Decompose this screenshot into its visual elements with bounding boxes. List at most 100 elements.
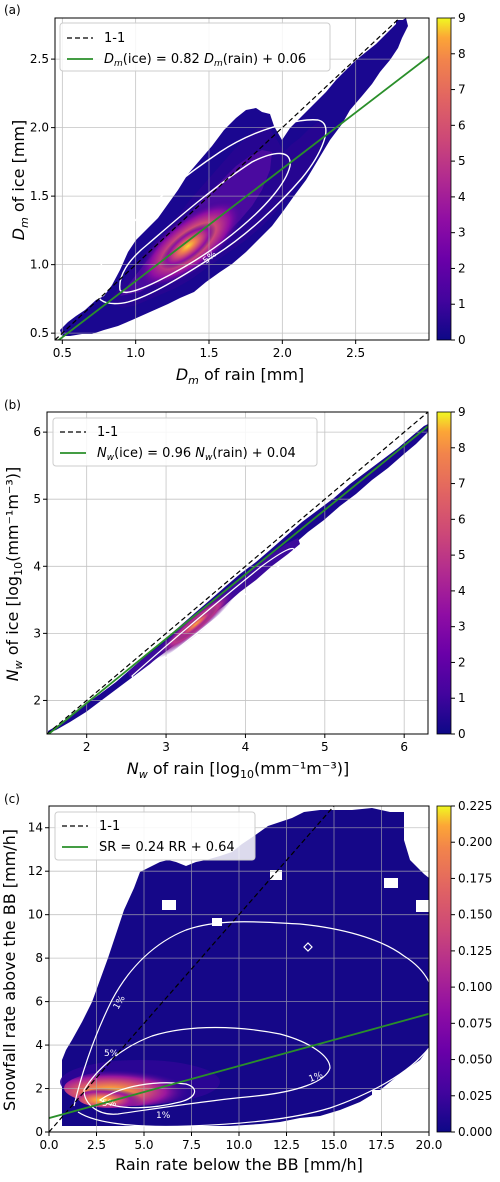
colorbar-tick-label: 8 [458, 47, 466, 61]
colorbar-tick-label: 0.075 [458, 1016, 492, 1030]
panel-c-contours [73, 921, 429, 1128]
colorbar-tick-label: 0 [458, 727, 466, 741]
panel-b-one-to-one-line [47, 412, 428, 734]
legend-c-item-1: 1-1 [99, 819, 120, 834]
panel-b-contours [131, 547, 295, 679]
colorbar-tick-label: 4 [458, 584, 466, 598]
panel-b-legend: 1-1 Nw(ice) = 0.96 Nw(rain) + 0.04 [52, 417, 318, 467]
colorbar-tick-label: 8 [458, 441, 466, 455]
colorbar-tick-label: 9 [458, 405, 466, 419]
panel-a-heatmap [60, 18, 408, 336]
panel-a-lines [55, 18, 429, 340]
x-tick-label: 5.0 [134, 1138, 153, 1152]
panel-b-xlabel: Nw of rain [log10(mm⁻¹m⁻³)] [127, 759, 349, 781]
panel-b-grid [47, 412, 428, 734]
colorbar-tick-label: 1 [458, 297, 466, 311]
x-tick-label: 2.5 [87, 1138, 106, 1152]
colorbar-tick-label: 0.125 [458, 944, 492, 958]
colorbar-tick-label: 0.000 [458, 1125, 492, 1139]
y-tick-label: 3 [33, 626, 41, 640]
colorbar-tick-label: 9 [458, 11, 466, 25]
x-tick-label: 17.5 [368, 1138, 395, 1152]
y-tick-label: 2 [33, 693, 41, 707]
y-tick-label: 6 [35, 995, 43, 1009]
y-tick-label: 12 [28, 864, 43, 878]
x-tick-label: 2.0 [273, 346, 292, 360]
legend-b-item-1: 1-1 [97, 425, 118, 440]
colorbar-tick-label: 2 [458, 261, 466, 275]
panel-a-ticks: 0.5 1.0 1.5 2.0 2.5 0.5 1.0 1.5 2.0 2.5 [30, 52, 365, 360]
panel-c-xlabel: Rain rate below the BB [mm/h] [115, 1155, 363, 1174]
colorbar-tick-label: 5 [458, 548, 466, 562]
colorbar-tick-label: 3 [458, 620, 466, 634]
y-tick-label: 4 [33, 559, 41, 573]
x-tick-label: 7.5 [182, 1138, 201, 1152]
y-tick-label: 14 [28, 821, 43, 835]
panel-b-heatmap [48, 424, 428, 733]
legend-a-item-1: 1-1 [104, 31, 125, 46]
panel-c-ticks: 0.0 2.5 5.0 7.5 10.0 12.5 15.0 17.5 20.0 0 2 4 6 8 10 1… [28, 821, 443, 1152]
colorbar-tick-label: 7 [458, 477, 466, 491]
panel-b-label: (b) [4, 398, 21, 412]
panel-b-ticks: 2 3 4 5 6 2 3 4 5 6 [33, 425, 408, 754]
colorbar-tick-label: 0.150 [458, 908, 492, 922]
colorbar-tick-label: 0.100 [458, 980, 492, 994]
x-tick-label: 2 [83, 740, 91, 754]
colorbar-tick-label: 3 [458, 226, 466, 240]
panel-c-lines [49, 806, 429, 1132]
panel-a-legend: 1-1 Dm(ice) = 0.82 Dm(rain) + 0.06 [59, 22, 331, 72]
y-tick-label: 0.5 [30, 326, 49, 340]
y-tick-label: 1.5 [30, 189, 49, 203]
panel-c-colorbar: 0.000 0.025 0.050 0.075 0.100 0.125 0.150 0.175… [436, 799, 492, 1139]
legend-a-item-2: Dm(ice) = 0.82 Dm(rain) + 0.06 [104, 52, 306, 69]
panel-b-ylabel: Nw of ice [log10(mm⁻¹m⁻³)] [3, 467, 25, 682]
panel-a-fit-line [57, 55, 429, 340]
panel-a-axes [54, 17, 430, 341]
x-tick-label: 12.5 [273, 1138, 300, 1152]
colorbar-tick-label: 1 [458, 691, 466, 705]
x-tick-label: 20.0 [416, 1138, 443, 1152]
panel-c-one-to-one-line [49, 806, 335, 1132]
panel-a-contours [95, 119, 327, 305]
panel-a-colorbar: 0 1 2 3 4 5 6 7 8 9 [436, 11, 466, 347]
x-tick-label: 4 [242, 740, 250, 754]
panel-c-legend: 1-1 SR = 0.24 RR + 0.64 [54, 811, 256, 861]
x-tick-label: 6 [400, 740, 408, 754]
x-tick-label: 10.0 [226, 1138, 253, 1152]
y-tick-label: 6 [33, 425, 41, 439]
x-tick-label: 3 [162, 740, 170, 754]
colorbar-tick-label: 0.200 [458, 835, 492, 849]
contour-label-c-1b: 1% [308, 1070, 325, 1084]
panel-b: (b) 2 3 4 5 6 2 3 4 5 6 1-1 Nw(ice) = 0.96 Nw(rai… [3, 398, 466, 781]
colorbar-tick-label: 5 [458, 154, 466, 168]
y-tick-label: 8 [35, 951, 43, 965]
colorbar-tick-label: 0.025 [458, 1089, 492, 1103]
panel-b-fit-line [47, 425, 428, 734]
x-tick-label: 15.0 [321, 1138, 348, 1152]
colorbar-tick-label: 6 [458, 118, 466, 132]
panel-b-lines [47, 412, 428, 734]
x-tick-label: 0.5 [53, 346, 72, 360]
x-tick-label: 0.0 [39, 1138, 58, 1152]
legend-c-item-2: SR = 0.24 RR + 0.64 [99, 840, 235, 855]
panel-c-label: (c) [4, 792, 20, 806]
y-tick-label: 1.0 [30, 258, 49, 272]
contour-label-c-5a: 5% [104, 1049, 119, 1059]
x-tick-label: 2.5 [346, 346, 365, 360]
panel-c-ylabel: Snowfall rate above the BB [mm/h] [0, 829, 19, 1111]
y-tick-label: 0 [35, 1125, 43, 1139]
panel-b-colorbar: 0 1 2 3 4 5 6 7 8 9 [436, 405, 466, 741]
panel-c-fit-line [49, 1012, 429, 1119]
colorbar-tick-label: 4 [458, 190, 466, 204]
colorbar-tick-label: 6 [458, 512, 466, 526]
y-tick-label: 4 [35, 1038, 43, 1052]
panel-a-xlabel: Dm of rain [mm] [176, 365, 304, 387]
colorbar-tick-label: 0 [458, 333, 466, 347]
panel-a-one-to-one-line [55, 18, 401, 340]
x-tick-label: 1.0 [126, 346, 145, 360]
colorbar-tick-label: 0.050 [458, 1053, 492, 1067]
colorbar-tick-label: 2 [458, 655, 466, 669]
y-tick-label: 2 [35, 1082, 43, 1096]
contour-label-c-1c: 1% [156, 1111, 171, 1121]
